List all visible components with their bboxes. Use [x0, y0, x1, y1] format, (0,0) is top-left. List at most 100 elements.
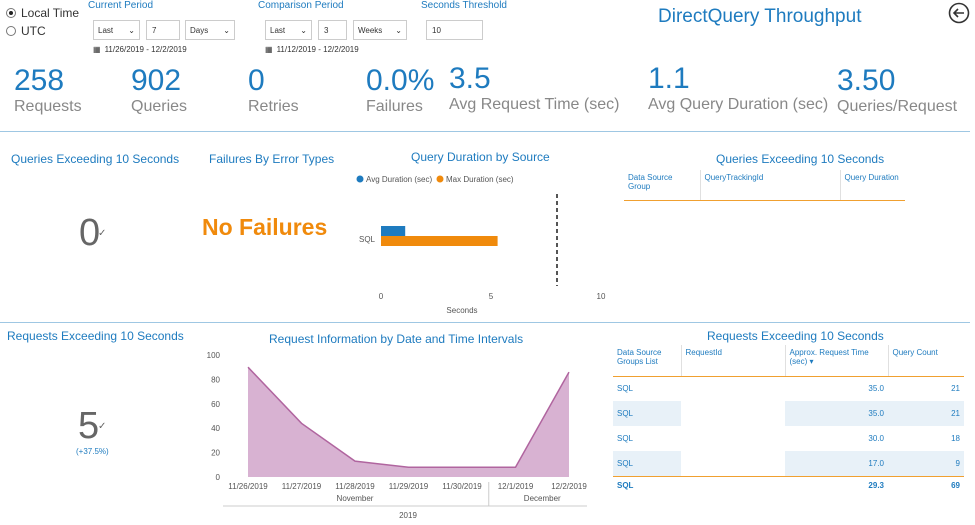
trend-check-icon: ✓: [98, 228, 107, 239]
y-tick-label: 60: [211, 400, 220, 409]
column-header-label: Approx. Request Time (sec): [789, 348, 869, 366]
month-label: December: [524, 494, 561, 503]
duration-chart-title: Query Duration by Source: [411, 150, 550, 164]
kpi-label: Queries: [131, 98, 188, 115]
x-tick-label: 12/2/2019: [551, 482, 587, 491]
current-period-mode-select[interactable]: Last ⌄: [93, 20, 140, 40]
chevron-down-icon: ⌄: [395, 25, 402, 35]
y-tick-label: 40: [211, 424, 220, 433]
radio-unselected-icon: [6, 26, 16, 36]
utc-label: UTC: [21, 24, 46, 38]
column-header-sorted[interactable]: Approx. Request Time (sec) ▾: [785, 345, 889, 377]
table-header-row: Data Source Group QueryTrackingId Query …: [624, 170, 905, 201]
x-tick-label: 11/30/2019: [442, 482, 482, 491]
kpi-value: 902: [131, 64, 182, 97]
kpi-avg-request-time: 3.5 Avg Request Time (sec): [449, 62, 619, 114]
table-row[interactable]: SQL 35.0 21: [613, 401, 964, 426]
legend-label: Max Duration (sec): [446, 175, 514, 184]
table-row[interactable]: SQL 35.0 21: [613, 376, 964, 401]
column-header[interactable]: Query Count: [888, 345, 964, 377]
cell-source: SQL: [613, 451, 681, 476]
divider: [0, 131, 970, 132]
query-duration-chart[interactable]: Avg Duration (sec) Max Duration (sec) SQL 0…: [350, 166, 620, 318]
column-header[interactable]: QueryTrackingId: [700, 170, 841, 201]
kpi-label: Avg Request Time (sec): [449, 96, 620, 113]
kpi-value: 3.5: [449, 62, 491, 95]
kpi-requests: 258 Requests: [14, 64, 82, 116]
back-arrow-icon[interactable]: [948, 2, 970, 24]
local-time-label: Local Time: [21, 6, 80, 20]
year-label: 2019: [399, 511, 417, 520]
area-line: [247, 366, 570, 468]
x-tick-label: 5: [489, 292, 494, 301]
table-row[interactable]: SQL 30.0 18: [613, 426, 964, 451]
kpi-value: 0.0%: [366, 64, 435, 97]
cell-request-id: [681, 426, 785, 451]
kpi-value: 3.50: [837, 64, 896, 97]
cell-request-id: [681, 451, 785, 476]
chevron-down-icon: ⌄: [300, 25, 307, 35]
kpi-retries: 0 Retries: [248, 64, 299, 116]
cell-request-id: [681, 376, 785, 401]
kpi-value: 1.1: [648, 62, 690, 95]
trend-check-icon: ✓: [98, 421, 107, 432]
comparison-period-count-input[interactable]: 3: [318, 20, 347, 40]
requests-exceeding-table[interactable]: Data Source Groups List RequestId Approx…: [613, 345, 964, 494]
cell-count: 21: [951, 384, 960, 394]
x-tick-label: 11/26/2019: [228, 482, 268, 491]
cell-source: SQL: [617, 384, 634, 394]
total-time: 29.3: [785, 475, 888, 494]
y-tick-label: 0: [216, 473, 221, 482]
y-tick-label: 80: [211, 375, 220, 384]
comparison-period-range[interactable]: ▦ 11/12/2019 - 12/2/2019: [265, 45, 359, 54]
request-chart-title: Request Information by Date and Time Int…: [269, 332, 524, 346]
comparison-period-mode-select[interactable]: Last ⌄: [265, 20, 312, 40]
current-period-count-input[interactable]: 7: [146, 20, 180, 40]
requests-exceeding-value: 5: [78, 405, 100, 447]
area-fill: [248, 367, 569, 477]
category-label: SQL: [359, 235, 376, 244]
total-count: 69: [888, 475, 964, 494]
cell-request-id: [681, 401, 785, 426]
current-period-unit-value: Days: [190, 25, 209, 35]
queries-exceeding-table[interactable]: Data Source Group QueryTrackingId Query …: [624, 170, 905, 201]
legend-marker: [436, 175, 444, 183]
cell-source: SQL: [617, 434, 634, 443]
threshold-label: Seconds Threshold: [421, 0, 507, 11]
column-header[interactable]: Query Duration: [840, 170, 905, 201]
queries-exceeding-card-title: Queries Exceeding 10 Seconds: [11, 152, 180, 166]
cell-count: 9: [888, 451, 964, 476]
column-header[interactable]: Data Source Group: [624, 170, 701, 201]
x-tick-label: 12/1/2019: [498, 482, 534, 491]
current-period-range[interactable]: ▦ 11/26/2019 - 12/2/2019: [93, 45, 187, 54]
utc-radio[interactable]: UTC: [6, 24, 46, 38]
queries-exceeding-value: 0: [79, 212, 101, 254]
column-header[interactable]: RequestId: [681, 345, 786, 377]
local-time-radio[interactable]: Local Time: [6, 6, 79, 20]
kpi-avg-query-duration: 1.1 Avg Query Duration (sec): [648, 62, 828, 114]
kpi-label: Failures: [366, 98, 423, 115]
table-total-row: SQL 29.3 69: [613, 475, 964, 494]
table-header-row: Data Source Groups List RequestId Approx…: [613, 345, 964, 377]
cell-time: 35.0: [868, 384, 884, 394]
cell-time: 17.0: [785, 451, 888, 476]
legend-marker: [356, 175, 364, 183]
x-tick-label: 11/28/2019: [335, 482, 375, 491]
kpi-label: Queries/Request: [837, 98, 958, 115]
failures-card-title: Failures By Error Types: [209, 152, 335, 166]
month-label: November: [337, 494, 374, 503]
kpi-queries: 902 Queries: [131, 64, 187, 116]
divider: [0, 322, 970, 323]
threshold-input[interactable]: 10: [426, 20, 483, 40]
y-tick-label: 20: [211, 449, 220, 458]
kpi-value: 0: [248, 64, 265, 97]
x-tick-label: 0: [379, 292, 384, 301]
comparison-period-unit-select[interactable]: Weeks ⌄: [353, 20, 407, 40]
table-row[interactable]: SQL 17.0 9: [613, 451, 964, 476]
current-period-unit-select[interactable]: Days ⌄: [185, 20, 235, 40]
calendar-icon: ▦: [265, 45, 273, 54]
current-period-label: Current Period: [88, 0, 154, 11]
comparison-period-unit-value: Weeks: [358, 25, 383, 35]
column-header[interactable]: Data Source Groups List: [613, 345, 682, 377]
request-info-chart[interactable]: 0 20 40 60 80 100 11/26/2019 11/27/2019 11/28/20…: [195, 346, 595, 525]
